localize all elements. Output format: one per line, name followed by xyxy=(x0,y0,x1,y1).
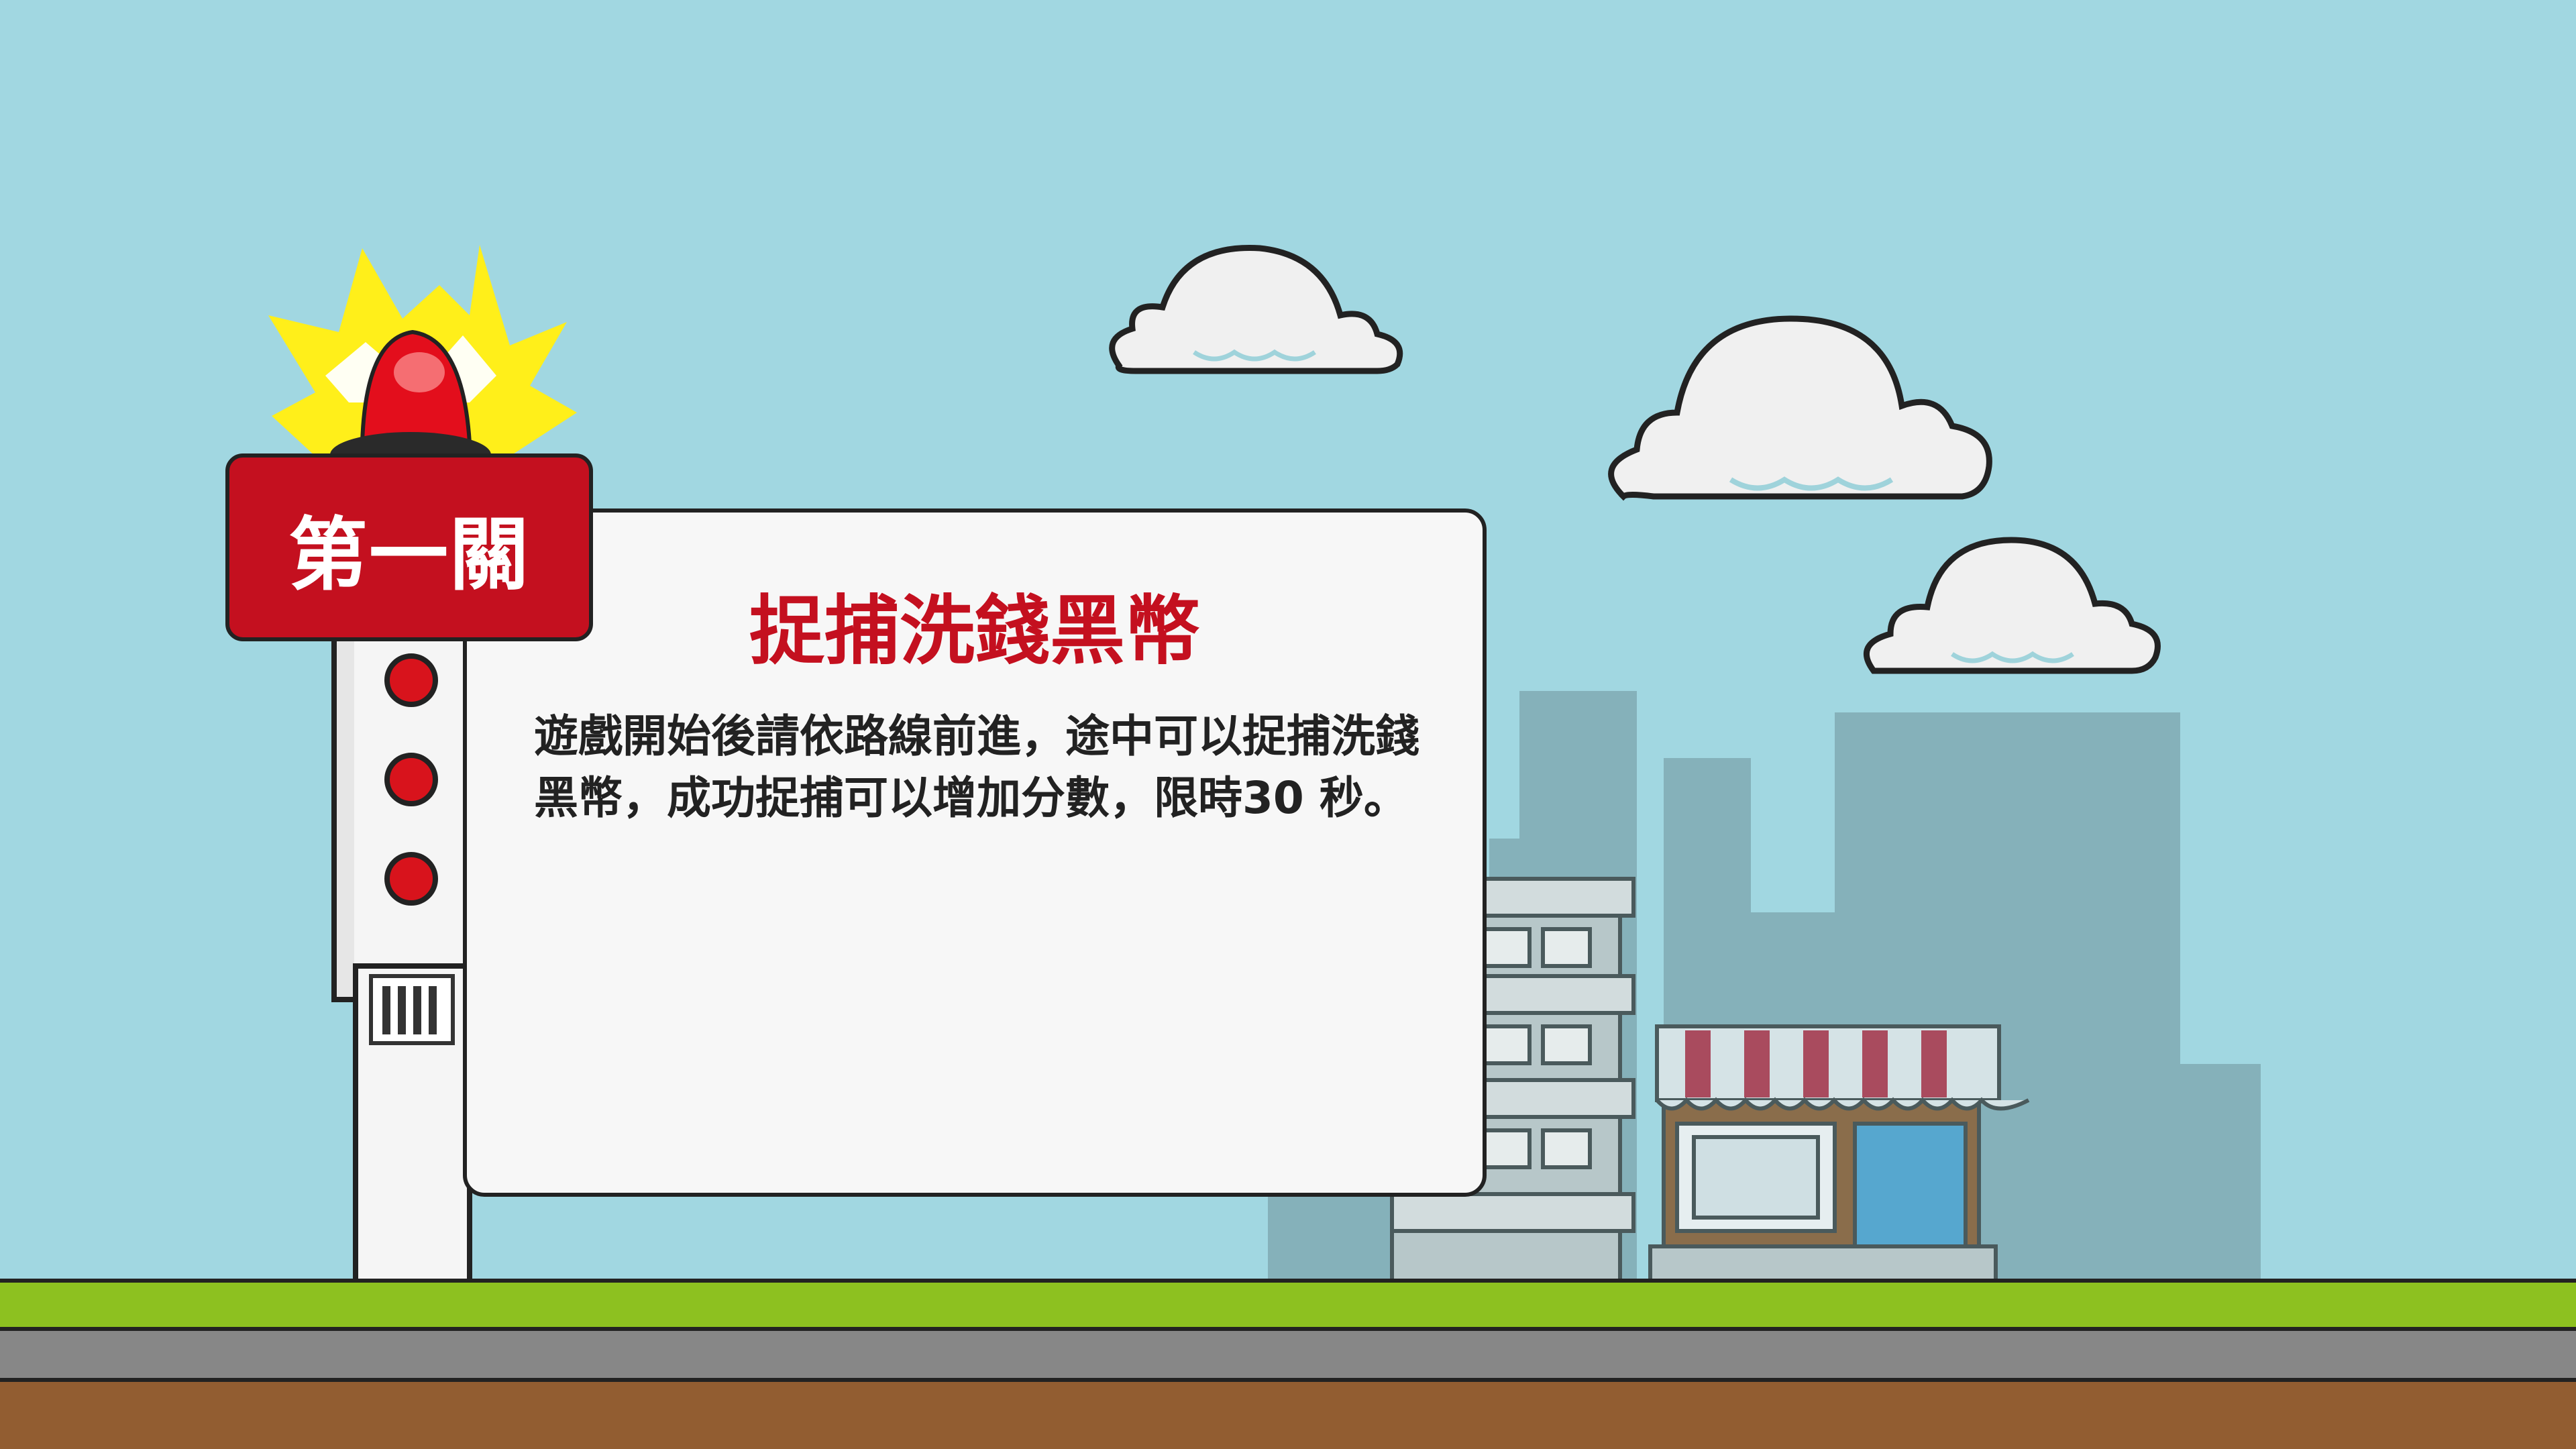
ground-grass xyxy=(0,1279,2576,1331)
cloud-icon xyxy=(1109,245,1403,374)
ground-soil xyxy=(0,1382,2576,1449)
shop-icon xyxy=(1648,1024,2030,1283)
siren-icon xyxy=(268,245,577,478)
cloud-icon xyxy=(1608,315,1992,501)
ground-road xyxy=(0,1331,2576,1382)
level-label: 第一關 xyxy=(288,508,530,601)
mission-board: 捉捕洗錢黑幣 遊戲開始後請依路線前進，途中可以捉捕洗錢黑幣，成功捉捕可以增加分數… xyxy=(463,508,1487,1197)
cloud-icon xyxy=(1864,537,2161,674)
signal-light-icon xyxy=(384,653,438,906)
level-sign: 第一關 xyxy=(225,453,593,641)
mission-description: 遊戲開始後請依路線前進，途中可以捉捕洗錢黑幣，成功捉捕可以增加分數，限時30 秒… xyxy=(534,710,1419,824)
mission-title: 捉捕洗錢黑幣 xyxy=(749,588,1200,675)
barcode-icon xyxy=(369,974,455,1045)
